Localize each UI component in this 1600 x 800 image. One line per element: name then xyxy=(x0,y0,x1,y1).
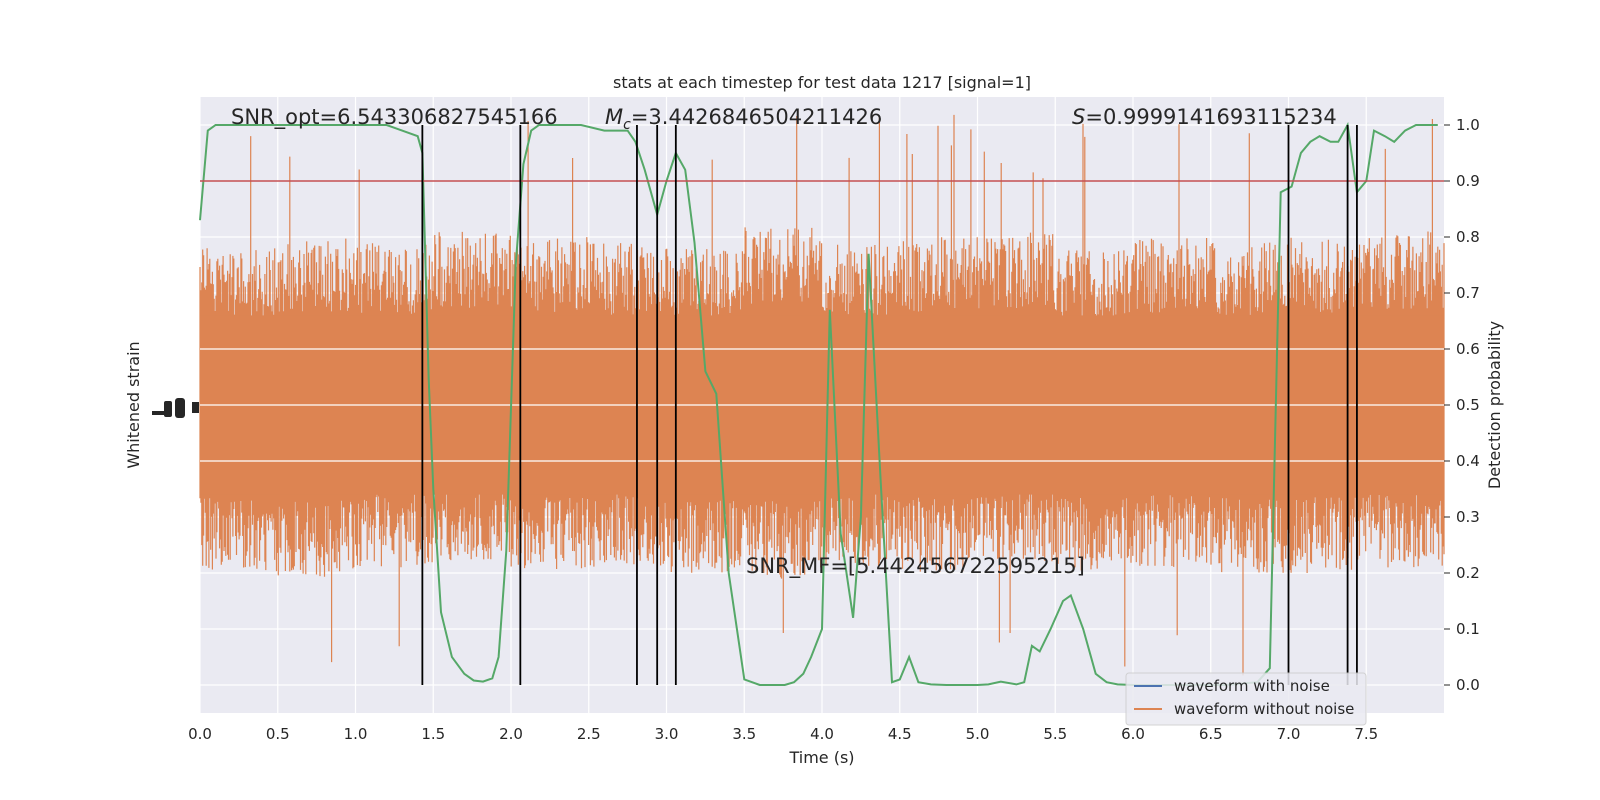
mc-value: =3.4426846504211426 xyxy=(631,105,882,129)
x-tick-label: 0.5 xyxy=(266,725,290,743)
x-tick-label: 0.0 xyxy=(188,725,212,743)
s-symbol: S xyxy=(1072,105,1085,129)
x-tick-label: 2.5 xyxy=(577,725,601,743)
legend: waveform with noise waveform without noi… xyxy=(1125,672,1367,726)
x-tick-label: 6.5 xyxy=(1199,725,1223,743)
vertical-markers xyxy=(421,125,1358,685)
y-tick-label: 0.6 xyxy=(1456,340,1480,358)
y-tick-label: 0.0 xyxy=(1456,676,1480,694)
x-tick-label: 7.0 xyxy=(1277,725,1301,743)
annotation-chirp-mass: Mc=3.4426846504211426 xyxy=(605,105,882,133)
x-tick-label: 7.5 xyxy=(1354,725,1378,743)
x-axis-label: Time (s) xyxy=(788,748,854,767)
x-axis-ticks: 0.0 0.5 1.0 1.5 2.0 2.5 3.0 3.5 4.0 4.5 5.0 5.5 6.0 6… xyxy=(188,725,1378,743)
chart-title: stats at each timestep for test data 121… xyxy=(613,73,1031,92)
left-axis-collapsed-ticks xyxy=(152,398,199,418)
s-value: =0.9999141693115234 xyxy=(1085,105,1336,129)
y-tick-label: 0.2 xyxy=(1456,564,1480,582)
y-tick-label: 0.9 xyxy=(1456,172,1480,190)
x-tick-label: 4.0 xyxy=(810,725,834,743)
mc-symbol: M xyxy=(605,105,623,129)
x-tick-label: 1.0 xyxy=(344,725,368,743)
x-tick-label: 5.0 xyxy=(966,725,990,743)
mc-subscript: c xyxy=(623,117,631,133)
annotation-snr-opt: SNR_opt=6.543306827545166 xyxy=(231,105,558,130)
probability-line xyxy=(199,121,1438,686)
y-tick-label: 0.5 xyxy=(1456,396,1480,414)
y-tick-label: 0.4 xyxy=(1456,452,1480,470)
annotation-s-score: S=0.9999141693115234 xyxy=(1072,105,1337,129)
x-tick-label: 6.0 xyxy=(1121,725,1145,743)
y-tick-label: 0.1 xyxy=(1456,620,1480,638)
noise-trace xyxy=(199,114,1445,676)
annotation-snr-mf: SNR_MF=[5.442456722595215] xyxy=(746,554,1085,579)
x-tick-label: 1.5 xyxy=(421,725,445,743)
y-axis-label-left: Whitened strain xyxy=(124,341,143,468)
x-tick-label: 2.0 xyxy=(499,725,523,743)
legend-label-without-noise: waveform without noise xyxy=(1174,700,1354,718)
legend-box xyxy=(1125,672,1367,726)
probability-series xyxy=(199,121,1438,686)
y-tick-label: 0.8 xyxy=(1456,228,1480,246)
y-tick-label: 1.0 xyxy=(1456,116,1480,134)
y-tick-label: 0.7 xyxy=(1456,284,1480,302)
x-tick-label: 5.5 xyxy=(1043,725,1067,743)
x-tick-label: 4.5 xyxy=(888,725,912,743)
x-tick-label: 3.0 xyxy=(655,725,679,743)
legend-label-with-noise: waveform with noise xyxy=(1174,677,1330,695)
y-axis-label-right: Detection probability xyxy=(1485,321,1504,489)
y-tick-label: 0.3 xyxy=(1456,508,1480,526)
y-axis-ticks-right: 0.0 0.1 0.2 0.3 0.4 0.5 0.6 0.7 0.8 0.9 1.0 xyxy=(1444,116,1480,694)
x-tick-label: 3.5 xyxy=(732,725,756,743)
